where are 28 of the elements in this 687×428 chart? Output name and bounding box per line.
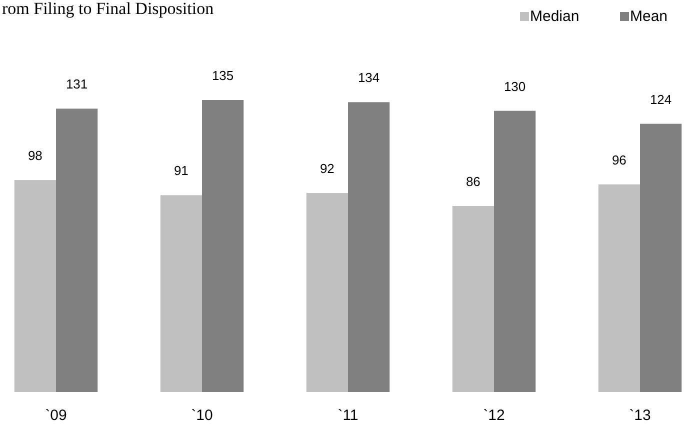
data-label: 96 [612,152,626,168]
x-tick-label: `13 [629,407,651,424]
x-tick-label: `10 [191,407,213,424]
data-label: 124 [650,92,672,107]
bar [56,108,98,392]
data-label: 130 [504,78,526,94]
bar [14,180,56,392]
data-label: 91 [174,163,188,178]
data-label: 92 [320,161,334,176]
data-label: 134 [358,70,380,86]
bar [640,124,682,392]
bar [494,110,536,392]
bar [598,184,640,392]
data-label: 131 [66,76,88,92]
x-tick-label: `11 [338,407,358,424]
bar [452,206,494,392]
bar [160,195,202,392]
data-label: 98 [28,148,42,164]
chart-title: rom Filing to Final Disposition [2,0,214,18]
x-tick-label: `09 [45,407,67,424]
legend-label: Mean [630,8,668,25]
data-label: 86 [466,174,480,189]
x-tick-label: `12 [483,407,505,424]
bar [348,102,390,392]
bar [202,100,244,392]
data-label: 135 [212,68,234,83]
bar [306,193,348,392]
legend-label: Median [530,8,580,25]
